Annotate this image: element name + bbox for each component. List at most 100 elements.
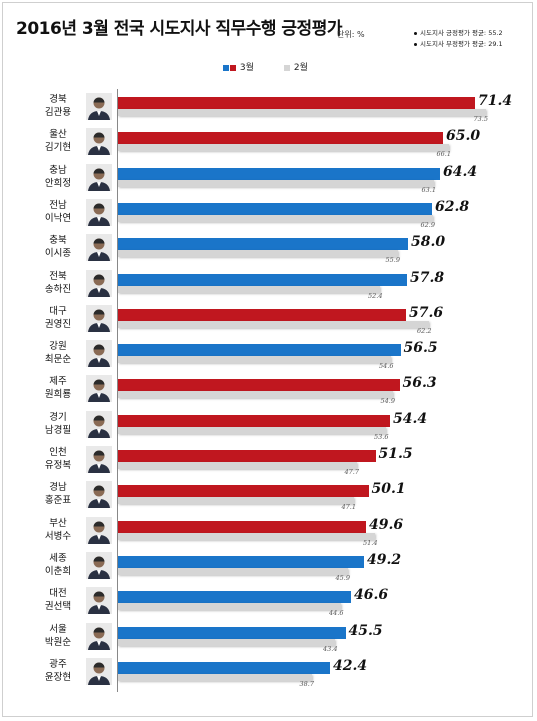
region-label: 대전 (49, 588, 67, 600)
bar-feb (118, 356, 391, 364)
row-label: 대전 권선택 (38, 587, 78, 613)
bullet-icon (414, 42, 417, 46)
legend-feb: 2월 (284, 60, 308, 73)
value-label-march: 64.4 (443, 163, 478, 180)
region-label: 충남 (49, 164, 67, 176)
row-label: 강원 최문순 (38, 340, 78, 366)
avg-negative-text: 시도지사 부정평가 평균: 29.1 (420, 40, 503, 48)
row-label: 경기 남경필 (38, 411, 78, 437)
value-label-march: 45.5 (348, 622, 383, 639)
bar-feb (118, 109, 486, 116)
governor-photo (86, 481, 112, 509)
bar-feb (118, 426, 386, 434)
governor-name: 원희룡 (44, 389, 72, 401)
governor-photo (86, 234, 112, 262)
bar-march (118, 520, 366, 533)
avg-positive: 시도지사 긍정평가 평균: 55.2 (414, 27, 503, 37)
governor-name: 윤장현 (44, 671, 72, 683)
value-label-march: 65.0 (446, 128, 481, 145)
value-label-feb: 45.9 (335, 573, 350, 582)
row-label: 대구 권영진 (38, 305, 78, 331)
governor-photo (86, 657, 112, 685)
governor-name: 남경필 (44, 424, 72, 436)
value-label-march: 50.1 (371, 481, 406, 498)
legend-swatch-red (230, 64, 236, 71)
governor-photo (86, 304, 112, 332)
governor-photo (86, 551, 112, 579)
bar-feb (118, 320, 429, 328)
bar-march (118, 626, 346, 639)
value-label-march: 57.6 (409, 304, 444, 321)
unit-label: 단위: % (337, 30, 365, 39)
value-label-march: 62.8 (435, 198, 470, 215)
region-label: 대구 (49, 305, 67, 317)
row-label: 경남 홍준표 (38, 481, 78, 507)
value-label-feb: 55.9 (385, 256, 400, 265)
bar-feb (118, 532, 375, 540)
legend-march-label: 3월 (239, 63, 254, 73)
governor-name: 송하진 (44, 283, 72, 295)
governor-photo (86, 410, 112, 438)
governor-photo (86, 269, 112, 297)
region-label: 경기 (49, 411, 67, 423)
value-label-feb: 52.4 (368, 291, 383, 300)
row-label: 충남 안희정 (38, 164, 78, 190)
bar-march (118, 591, 351, 604)
value-label-feb: 73.5 (473, 115, 488, 123)
governor-name: 홍준표 (44, 495, 72, 507)
governor-photo (86, 587, 112, 615)
value-label-feb: 66.1 (436, 150, 451, 159)
value-label-march: 49.2 (367, 551, 402, 568)
bar-march (118, 97, 475, 109)
value-label-feb: 43.4 (323, 644, 338, 653)
bar-march (118, 485, 369, 498)
value-label-march: 57.8 (410, 269, 445, 286)
governor-photo (86, 198, 112, 226)
bar-march (118, 379, 400, 392)
governor-name: 이낙연 (44, 212, 72, 224)
value-label-march: 54.4 (393, 410, 428, 427)
category-axis (117, 89, 118, 692)
bar-feb (118, 567, 348, 575)
governor-name: 이시종 (44, 248, 72, 260)
row-label: 부산 서병수 (38, 517, 78, 543)
avg-positive-text: 시도지사 긍정평가 평균: 55.2 (420, 29, 503, 37)
value-label-march: 51.5 (378, 446, 413, 462)
legend-swatch-gray (284, 64, 290, 71)
value-label-feb: 53.6 (374, 432, 389, 441)
value-label-march: 42.4 (333, 657, 368, 674)
row-label: 경북 김관용 (38, 93, 78, 119)
row-label: 울산 김기현 (38, 128, 78, 154)
region-label: 경남 (49, 482, 67, 494)
bar-feb (118, 285, 380, 293)
legend-swatch-blue (223, 64, 229, 71)
row-label: 광주 윤장현 (38, 658, 78, 684)
legend-feb-label: 2월 (293, 63, 308, 73)
value-label-feb: 54.9 (380, 397, 395, 406)
bar-feb (118, 603, 341, 611)
avg-negative: 시도지사 부정평가 평균: 29.1 (414, 38, 503, 48)
region-label: 경북 (49, 94, 67, 105)
value-label-feb: 47.1 (341, 503, 356, 512)
row-label: 인천 유정복 (38, 446, 78, 472)
bar-march (118, 661, 330, 674)
bar-feb (118, 462, 357, 469)
region-label: 부산 (49, 517, 67, 529)
governor-photo (86, 622, 112, 650)
bar-march (118, 555, 364, 568)
governor-photo (86, 516, 112, 544)
value-label-feb: 44.6 (329, 609, 344, 618)
chart-title: 2016년 3월 전국 시도지사 직무수행 긍정평가 (16, 19, 342, 39)
bar-feb (118, 391, 393, 399)
governor-photo (86, 340, 112, 368)
governor-photo (86, 163, 112, 191)
value-label-feb: 47.7 (344, 468, 359, 476)
bar-feb (118, 497, 354, 505)
value-label-feb: 54.6 (379, 362, 394, 371)
bar-march (118, 132, 443, 145)
region-label: 울산 (49, 129, 67, 141)
value-label-march: 58.0 (411, 234, 446, 251)
governor-name: 김기현 (44, 142, 72, 154)
row-label: 세종 이춘희 (38, 552, 78, 578)
